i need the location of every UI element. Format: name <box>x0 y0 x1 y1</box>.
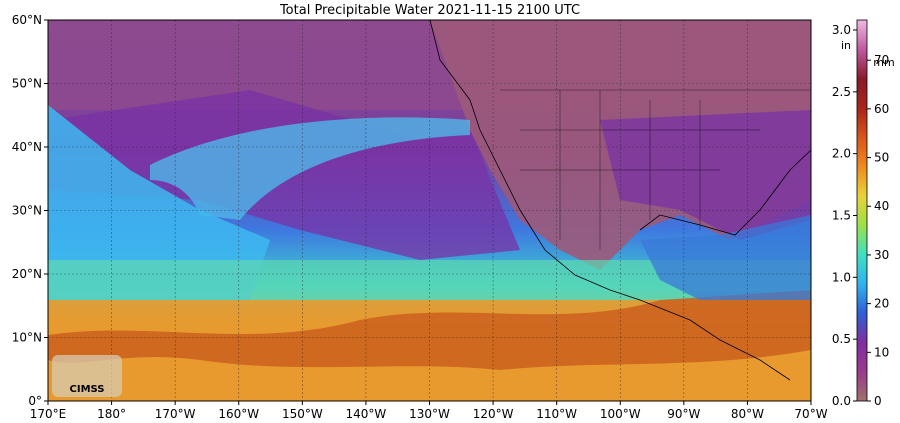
lat-label: 30°N <box>12 204 42 218</box>
west-pacific-moist <box>48 105 270 300</box>
colorbar-mm-label: 70 <box>874 53 889 67</box>
colorbar-inch-label: 1.5 <box>832 209 851 223</box>
colorbar-mm-label: 50 <box>874 151 889 165</box>
colorbar-mm-label: 20 <box>874 297 889 311</box>
map-panel: CIMSS <box>48 20 811 401</box>
colorbar-mm-label: 40 <box>874 199 889 213</box>
lon-label: 180° <box>97 407 126 421</box>
longitude-labels: 170°E 180° 170°W 160°W 150°W 140°W 130°W 120°W 1… <box>30 401 828 421</box>
lon-label: 90°W <box>667 407 700 421</box>
cimss-logo-text: CIMSS <box>70 384 105 395</box>
colorbar-bar <box>856 19 868 402</box>
latitude-labels: 60°N 50°N 40°N 30°N 20°N 10°N 0° <box>12 13 48 408</box>
map-title: Total Precipitable Water 2021-11-15 2100… <box>279 3 580 18</box>
lon-label: 110°W <box>536 407 577 421</box>
gulf-moist <box>640 215 811 300</box>
colorbar-mm-label: 30 <box>874 248 889 262</box>
lon-label: 120°W <box>473 407 514 421</box>
west-coastline <box>429 20 791 381</box>
colorbar: in mm 3.0 2.5 2.0 1.5 1.0 0.5 0.0 70 60 50 40 30 20… <box>832 19 895 408</box>
lon-label: 170°E <box>30 407 67 421</box>
lon-label: 130°W <box>409 407 450 421</box>
colorbar-mm-label: 60 <box>874 102 889 116</box>
colorbar-inch-label: 0.0 <box>832 394 851 408</box>
lon-label: 140°W <box>346 407 387 421</box>
lon-label: 80°W <box>731 407 764 421</box>
lat-label: 20°N <box>12 267 42 281</box>
atmospheric-river <box>150 117 470 220</box>
lat-label: 60°N <box>12 13 42 27</box>
lat-label: 10°N <box>12 331 42 345</box>
lon-label: 70°W <box>794 407 827 421</box>
eastern-us-purple <box>600 110 811 240</box>
lon-label: 160°W <box>218 407 259 421</box>
lon-label: 150°W <box>282 407 323 421</box>
lon-label: 100°W <box>600 407 641 421</box>
graticule <box>48 20 811 401</box>
colorbar-inch-label: 1.0 <box>832 270 851 284</box>
colorbar-unit-in: in <box>841 39 851 52</box>
colorbar-mm-ticks: 70 60 50 40 30 20 10 0 <box>867 53 889 408</box>
colorbar-inch-ticks: 3.0 2.5 2.0 1.5 1.0 0.5 0.0 <box>832 23 857 408</box>
lat-label: 0° <box>28 394 42 408</box>
lon-label: 170°W <box>155 407 196 421</box>
lat-label: 50°N <box>12 77 42 91</box>
colorbar-inch-label: 2.5 <box>832 85 851 99</box>
lat-label: 40°N <box>12 140 42 154</box>
colorbar-inch-label: 0.5 <box>832 332 851 346</box>
colorbar-unit-mm: mm <box>873 56 894 69</box>
colorbar-mm-label: 0 <box>874 394 882 408</box>
colorbar-inch-label: 3.0 <box>832 23 851 37</box>
colorbar-mm-label: 10 <box>874 345 889 359</box>
cimss-logo: CIMSS <box>52 355 122 397</box>
gulf-coastline <box>639 149 811 236</box>
colorbar-inch-label: 2.0 <box>832 147 851 161</box>
